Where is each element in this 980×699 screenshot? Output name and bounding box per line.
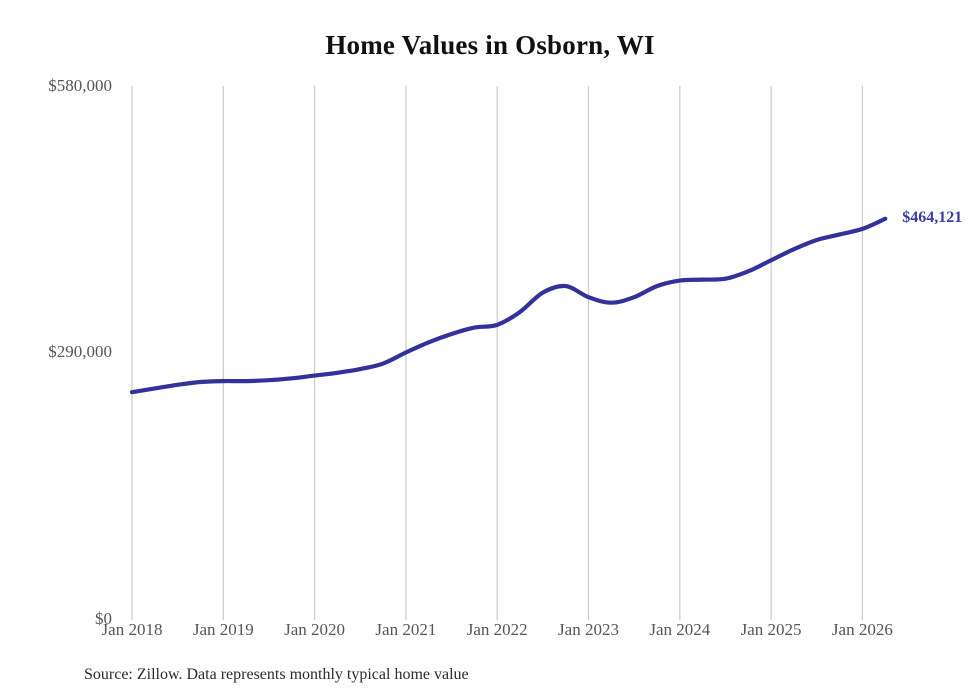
y-tick-label-top: $580,000 bbox=[48, 76, 112, 95]
source-note: Source: Zillow. Data represents monthly … bbox=[84, 666, 469, 683]
x-tick-label: Jan 2020 bbox=[284, 620, 346, 639]
x-tick-label: Jan 2024 bbox=[649, 620, 711, 639]
x-tick-label: Jan 2018 bbox=[101, 620, 163, 639]
gridline-group bbox=[131, 86, 864, 620]
x-tick-label: Jan 2023 bbox=[558, 620, 619, 639]
data-line-series-1 bbox=[129, 216, 888, 395]
x-tick-label: Jan 2021 bbox=[375, 620, 437, 639]
x-tick-label: Jan 2025 bbox=[740, 620, 802, 639]
y-axis: $580,000 $290,000 $0 bbox=[0, 0, 112, 699]
chart-title: Home Values in Osborn, WI bbox=[325, 30, 655, 60]
x-tick-label: Jan 2022 bbox=[466, 620, 528, 639]
x-tick-label: Jan 2019 bbox=[192, 620, 254, 639]
x-tick-label: Jan 2026 bbox=[831, 620, 893, 639]
y-tick-label-bottom: $0 bbox=[95, 609, 112, 628]
y-tick-label-mid: $290,000 bbox=[48, 342, 112, 361]
end-value-label: $464,121 bbox=[902, 208, 963, 226]
